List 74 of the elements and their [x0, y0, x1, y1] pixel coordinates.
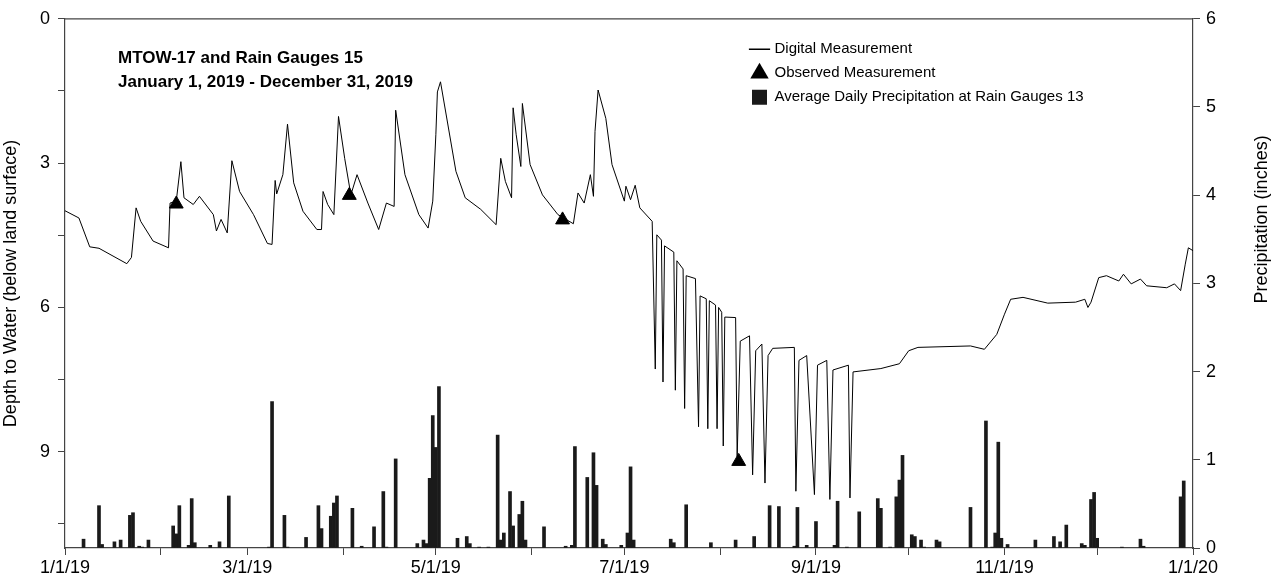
bar — [217, 541, 222, 548]
bar — [1058, 541, 1062, 548]
x-tick-label: 1/1/20 — [1167, 556, 1219, 577]
bar — [684, 504, 688, 548]
bar — [600, 538, 605, 548]
x-tick-label: 5/1/19 — [410, 556, 461, 577]
y-tick-label: 3 — [39, 152, 50, 173]
bar — [1064, 524, 1069, 548]
bar — [857, 511, 862, 548]
bar — [415, 543, 420, 548]
bar — [1092, 492, 1096, 548]
text: January 1, 2019 - December 31, 2019 — [118, 72, 413, 92]
point — [555, 211, 570, 225]
bar — [508, 491, 512, 548]
bar — [171, 525, 175, 548]
bar — [996, 441, 1001, 548]
y-tick-label: 9 — [39, 440, 50, 461]
bar — [304, 537, 308, 548]
bar — [913, 536, 917, 548]
y2-tick-label: 6 — [1206, 7, 1217, 28]
bar — [189, 498, 194, 548]
bar — [1083, 545, 1087, 548]
x-tick-label: 9/1/19 — [790, 556, 841, 577]
legend-label: Digital Measurement — [774, 39, 913, 57]
bar — [668, 538, 673, 548]
point — [341, 186, 357, 200]
y2-tick-label: 1 — [1206, 448, 1217, 469]
bar — [752, 536, 756, 548]
bar — [393, 458, 398, 548]
bar — [542, 526, 546, 548]
point — [168, 195, 184, 209]
bar — [1005, 544, 1010, 548]
bar — [573, 446, 577, 548]
bar — [804, 545, 809, 548]
bar — [372, 526, 376, 548]
bar — [464, 536, 469, 548]
y-tick-label: 0 — [39, 7, 50, 28]
bar — [270, 401, 274, 548]
y2-tick-label: 0 — [1206, 536, 1217, 557]
point — [731, 452, 747, 466]
bar — [709, 542, 713, 548]
y2-tick-label: 3 — [1206, 272, 1217, 293]
bar — [814, 521, 818, 548]
bar — [437, 386, 441, 548]
bar — [984, 420, 988, 548]
x-tick-label: 3/1/19 — [222, 556, 273, 577]
legend-label: Average Daily Precipitation at Rain Gauges 13 — [774, 87, 1084, 105]
bar — [671, 542, 676, 548]
bar — [112, 541, 117, 548]
bar — [1052, 536, 1056, 548]
bar — [585, 477, 590, 548]
x-tick-label: 1/1/19 — [39, 556, 91, 577]
bar — [335, 495, 339, 548]
bar — [919, 539, 923, 548]
bar — [1181, 480, 1186, 548]
bar — [502, 532, 506, 548]
bar — [208, 545, 213, 548]
text: MTOW-17 and Rain Gauges 15 — [118, 48, 363, 68]
y-axis-title: Depth to Water (below land surface) — [0, 139, 20, 428]
x-tick-label: 11/1/19 — [975, 556, 1034, 577]
y2-axis-title: Precipitation (inches) — [1250, 135, 1271, 304]
bar — [777, 506, 781, 548]
y2-tick-label: 5 — [1206, 95, 1217, 116]
bar — [226, 495, 231, 548]
bar — [1079, 543, 1084, 548]
bar — [97, 505, 101, 548]
y2-tick-label: 2 — [1206, 360, 1217, 381]
bar — [909, 534, 914, 548]
bar — [381, 491, 386, 548]
bar — [619, 545, 624, 548]
legend-label: Observed Measurement — [774, 63, 937, 81]
x-tick-label: 7/1/19 — [599, 556, 650, 577]
y2-tick-label: 4 — [1206, 184, 1217, 205]
y-tick-label: 6 — [39, 296, 50, 317]
